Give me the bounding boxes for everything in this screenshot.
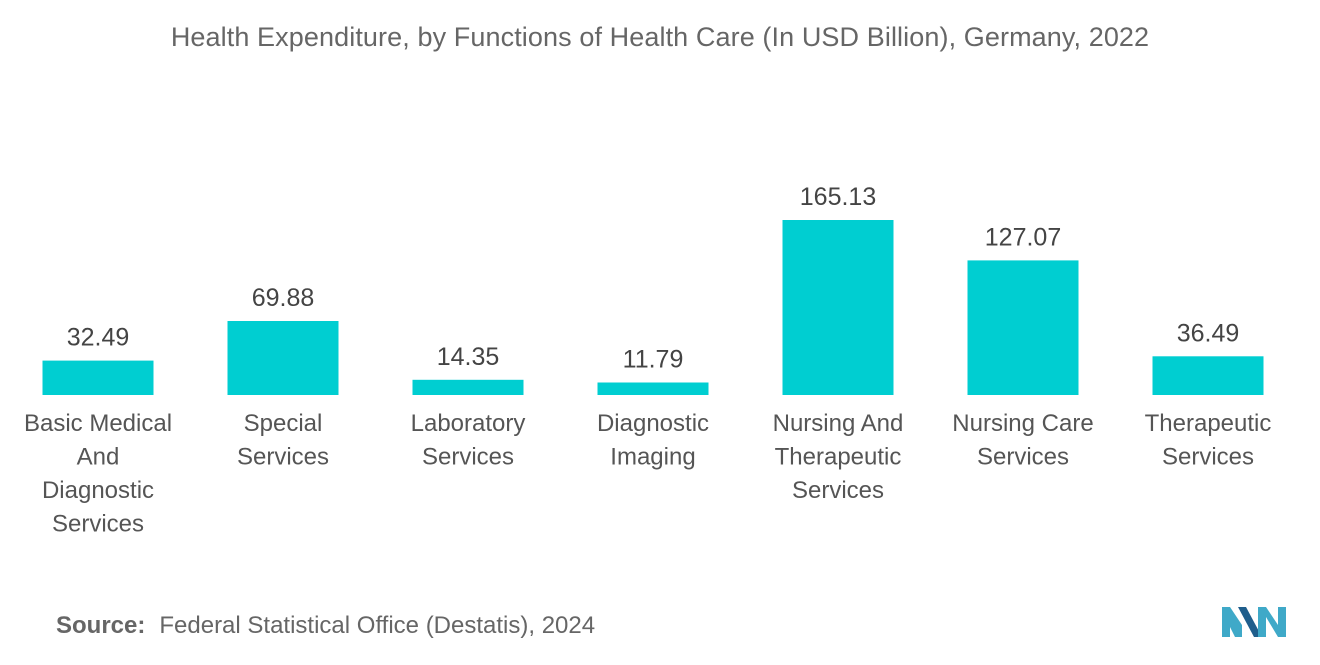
value-label-6: 36.49 — [1177, 319, 1240, 347]
category-label-2: Laboratory Services — [411, 410, 526, 471]
value-label-3: 11.79 — [623, 346, 684, 374]
logo-right-shape — [1258, 607, 1286, 637]
value-label-2: 14.35 — [437, 343, 500, 371]
bar-5 — [967, 260, 1079, 395]
bar-6 — [1152, 356, 1264, 395]
category-label-4: Nursing And Therapeutic Services — [773, 410, 904, 504]
category-label-0-line-0: Basic Medical — [24, 410, 172, 437]
category-label-4-line-2: Services — [792, 477, 884, 504]
bar-2 — [412, 379, 524, 395]
bar-4 — [782, 220, 894, 395]
category-label-4-line-1: Therapeutic — [775, 444, 902, 471]
source-label: Source: — [56, 612, 146, 639]
category-label-0-line-3: Services — [52, 511, 144, 538]
category-label-0: Basic Medical And Diagnostic Services — [24, 410, 172, 538]
category-label-5-line-0: Nursing Care — [952, 410, 1093, 437]
value-label-5: 127.07 — [985, 223, 1061, 251]
category-label-2-line-1: Services — [422, 444, 514, 471]
category-label-6: Therapeutic Services — [1145, 410, 1272, 471]
category-label-3-line-1: Imaging — [610, 444, 695, 471]
category-label-1: Special Services — [237, 410, 329, 471]
value-label-4: 165.13 — [800, 183, 876, 211]
mordor-logo-icon — [1222, 607, 1286, 637]
logo-middle-shape — [1238, 607, 1262, 637]
category-label-3: Diagnostic Imaging — [597, 410, 709, 471]
category-label-5: Nursing Care Services — [952, 410, 1093, 471]
value-label-0: 32.49 — [67, 324, 130, 352]
bar-chart: 32.49 Basic Medical And Diagnostic Services 6… — [24, 183, 1272, 538]
chart-title: Health Expenditure, by Functions of Heal… — [170, 22, 1150, 52]
category-label-6-line-0: Therapeutic — [1145, 410, 1272, 437]
category-label-0-line-1: And — [77, 444, 120, 471]
category-label-6-line-1: Services — [1162, 444, 1254, 471]
source-note: Source: Federal Statistical Office (Desta… — [56, 612, 595, 640]
source-text: Federal Statistical Office (Destatis), 2… — [159, 612, 596, 639]
category-label-1-line-0: Special — [244, 410, 323, 437]
bar-0 — [42, 360, 154, 395]
category-label-5-line-1: Services — [977, 444, 1069, 471]
category-label-1-line-1: Services — [237, 444, 329, 471]
bar-3 — [597, 382, 709, 395]
value-label-1: 69.88 — [252, 284, 315, 312]
category-label-4-line-0: Nursing And — [773, 410, 904, 437]
category-label-2-line-0: Laboratory — [411, 410, 526, 437]
category-label-3-line-0: Diagnostic — [597, 410, 709, 437]
logo-left-shape — [1222, 607, 1242, 637]
category-label-0-line-2: Diagnostic — [42, 477, 154, 504]
bar-1 — [227, 321, 339, 395]
